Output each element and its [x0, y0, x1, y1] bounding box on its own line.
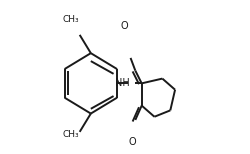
Text: O: O: [128, 137, 136, 147]
Text: O: O: [120, 21, 128, 31]
Text: CH₃: CH₃: [63, 130, 79, 139]
Text: CH₃: CH₃: [63, 15, 79, 24]
Text: NH: NH: [115, 78, 130, 88]
